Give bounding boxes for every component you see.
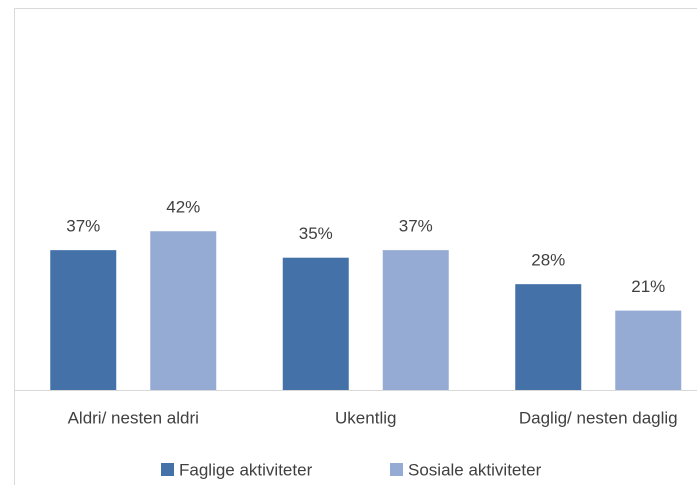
bar — [282, 257, 349, 390]
bar — [50, 250, 117, 390]
data-label: 28% — [531, 251, 565, 270]
x-tick-label: Aldri/ nesten aldri — [68, 408, 199, 427]
x-tick-label: Daglig/ nesten daglig — [519, 408, 678, 427]
bar — [150, 231, 217, 390]
legend-label: Sosiale aktiviteter — [408, 460, 542, 479]
data-label: 42% — [166, 198, 200, 217]
bar — [382, 250, 449, 390]
bar — [515, 284, 582, 390]
data-label: 37% — [66, 217, 100, 236]
legend-label: Faglige aktiviteter — [179, 460, 313, 479]
x-tick-label: Ukentlig — [335, 408, 396, 427]
data-label: 35% — [299, 224, 333, 243]
legend-swatch — [390, 463, 403, 476]
data-label: 37% — [399, 217, 433, 236]
legend-swatch — [161, 463, 174, 476]
bar — [615, 310, 682, 390]
data-label: 21% — [631, 277, 665, 296]
